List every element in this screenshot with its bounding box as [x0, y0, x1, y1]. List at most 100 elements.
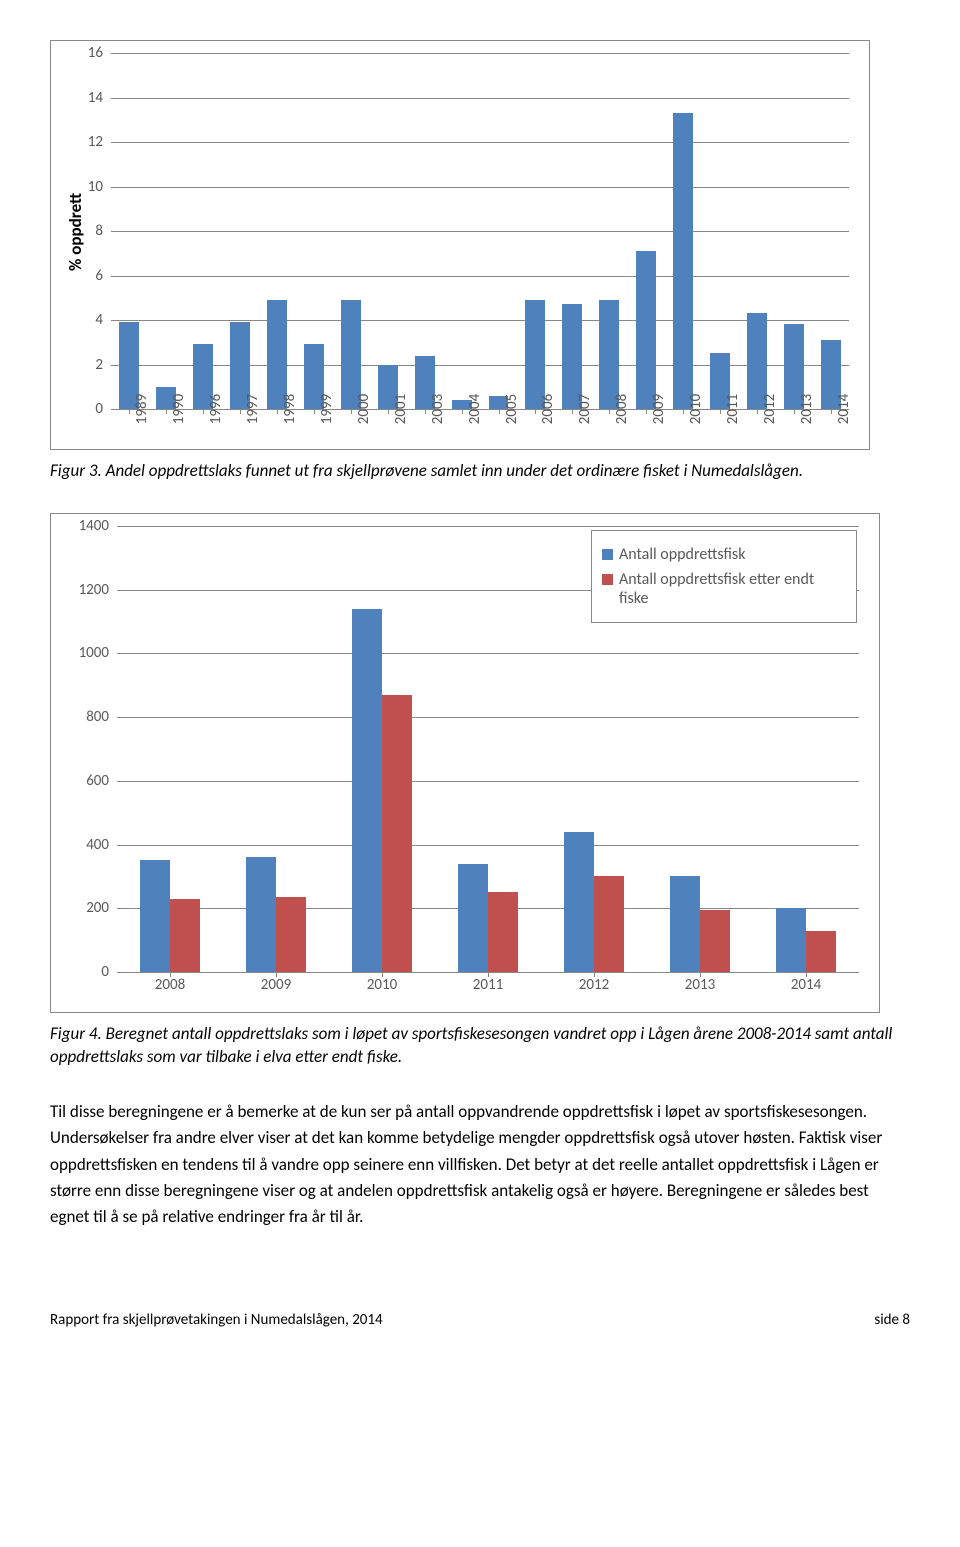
chart1-bar-group: 1997 — [222, 53, 259, 409]
chart1-bar — [341, 300, 361, 409]
chart2-y-tick: 0 — [101, 963, 117, 981]
legend-label: Antall oppdrettsfisk etter endt fiske — [619, 570, 842, 608]
chart1-tickmark — [462, 409, 463, 414]
chart1-bar — [599, 300, 619, 409]
chart1-bar-group: 1996 — [185, 53, 222, 409]
chart1-y-tick: 14 — [88, 89, 111, 107]
footer-report-title: Rapport fra skjellprøvetakingen i Numeda… — [50, 1311, 383, 1329]
chart2-tickmark — [700, 972, 701, 977]
chart2: 0200400600800100012001400200820092010201… — [50, 513, 880, 1013]
chart2-legend: Antall oppdrettsfisk Antall oppdrettsfisk… — [591, 530, 857, 623]
chart1-tickmark — [757, 409, 758, 414]
chart2-tickmark — [382, 972, 383, 977]
chart2-tickmark — [488, 972, 489, 977]
chart1-y-tick: 16 — [88, 44, 111, 62]
chart1-bar — [636, 251, 656, 409]
legend-swatch — [602, 574, 613, 585]
figure4-caption: Figur 4. Beregnet antall oppdrettslaks s… — [50, 1023, 910, 1069]
chart2-tickmark — [170, 972, 171, 977]
chart2-bar-group: 2010 — [329, 526, 435, 972]
chart1-container: % oppdrett 02468101214161989199019961997… — [50, 40, 910, 450]
legend-swatch — [602, 549, 613, 560]
chart1-tickmark — [129, 409, 130, 414]
chart1-tickmark — [314, 409, 315, 414]
chart1-bar-group: 2014 — [812, 53, 849, 409]
chart2-tickmark — [806, 972, 807, 977]
chart1-bar-group: 1990 — [148, 53, 185, 409]
chart1-tickmark — [277, 409, 278, 414]
chart1-bar-group: 2011 — [702, 53, 739, 409]
chart1-plot-area: 0246810121416198919901996199719981999200… — [111, 53, 849, 409]
chart1-tickmark — [572, 409, 573, 414]
chart1-y-tick: 2 — [95, 356, 111, 374]
chart1-x-tick: 2014 — [831, 394, 853, 424]
figure3-caption: Figur 3. Andel oppdrettslaks funnet ut f… — [50, 460, 910, 483]
chart1-bar-group: 2008 — [591, 53, 628, 409]
chart2-bar — [170, 899, 200, 972]
page-footer: Rapport fra skjellprøvetakingen i Numeda… — [50, 1311, 910, 1329]
chart1-bar-group: 2001 — [369, 53, 406, 409]
chart2-bar — [700, 910, 730, 972]
chart1-bar-group: 2003 — [406, 53, 443, 409]
chart1-bar-group: 2013 — [775, 53, 812, 409]
chart2-bar — [246, 857, 276, 972]
chart1-y-tick: 12 — [88, 133, 111, 151]
chart2-bar — [140, 860, 170, 972]
legend-label: Antall oppdrettsfisk — [619, 545, 745, 564]
chart1-bar — [267, 300, 287, 409]
chart1-y-tick: 8 — [95, 222, 111, 240]
chart2-bar — [382, 695, 412, 972]
chart2-bar — [594, 876, 624, 972]
chart1-bar-group: 2009 — [628, 53, 665, 409]
chart1-bar-group: 2007 — [554, 53, 591, 409]
chart2-bar-group: 2008 — [117, 526, 223, 972]
chart1-bar-group: 2004 — [443, 53, 480, 409]
chart2-tickmark — [276, 972, 277, 977]
chart1-bar — [525, 300, 545, 409]
chart2-y-tick: 200 — [86, 899, 117, 917]
chart2-y-tick: 1000 — [79, 644, 117, 662]
footer-page-number: side 8 — [874, 1311, 910, 1329]
chart1-bar-group: 1989 — [111, 53, 148, 409]
chart1-tickmark — [683, 409, 684, 414]
chart1-bars: 1989199019961997199819992000200120032004… — [111, 53, 849, 409]
chart1-tickmark — [720, 409, 721, 414]
chart1-bar-group: 2010 — [665, 53, 702, 409]
chart2-container: 0200400600800100012001400200820092010201… — [50, 513, 910, 1013]
chart1-tickmark — [388, 409, 389, 414]
chart1-bar-group: 2005 — [480, 53, 517, 409]
chart1-tickmark — [203, 409, 204, 414]
chart2-bar — [670, 876, 700, 972]
chart2-tickmark — [594, 972, 595, 977]
chart1-tickmark — [166, 409, 167, 414]
chart2-y-tick: 1400 — [79, 517, 117, 535]
chart1-tickmark — [794, 409, 795, 414]
chart1-tickmark — [646, 409, 647, 414]
chart1-y-tick: 10 — [88, 178, 111, 196]
chart2-y-tick: 400 — [86, 836, 117, 854]
chart1-bar-group: 2000 — [332, 53, 369, 409]
chart1-tickmark — [535, 409, 536, 414]
chart2-bar — [276, 897, 306, 972]
chart1-y-tick: 4 — [95, 311, 111, 329]
chart2-y-tick: 600 — [86, 772, 117, 790]
body-paragraph: Til disse beregningene er å bemerke at d… — [50, 1099, 910, 1231]
chart1-tickmark — [831, 409, 832, 414]
chart2-bar — [564, 832, 594, 972]
chart1-tickmark — [351, 409, 352, 414]
chart2-legend-item: Antall oppdrettsfisk — [602, 545, 842, 564]
chart2-bar — [806, 931, 836, 972]
chart1-y-label: % oppdrett — [65, 193, 86, 271]
chart2-bar — [776, 908, 806, 972]
chart1-tickmark — [609, 409, 610, 414]
chart2-y-tick: 800 — [86, 708, 117, 726]
chart1-tickmark — [499, 409, 500, 414]
chart2-y-tick: 1200 — [79, 581, 117, 599]
chart1: % oppdrett 02468101214161989199019961997… — [50, 40, 870, 450]
chart2-bar — [352, 609, 382, 972]
chart1-tickmark — [425, 409, 426, 414]
chart2-bar — [458, 864, 488, 972]
chart1-y-tick: 0 — [95, 400, 111, 418]
chart1-bar-group: 2006 — [517, 53, 554, 409]
chart2-bar-group: 2009 — [223, 526, 329, 972]
